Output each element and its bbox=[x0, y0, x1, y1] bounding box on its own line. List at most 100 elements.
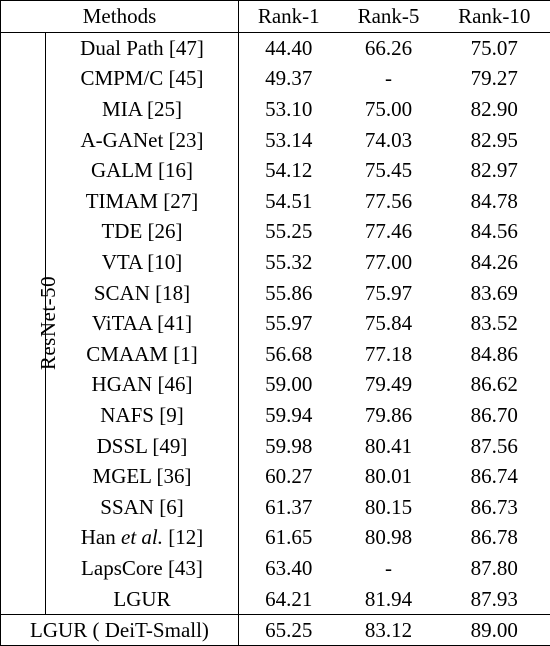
rank5-cell: 75.97 bbox=[339, 277, 439, 308]
rank10-cell: 75.07 bbox=[439, 32, 550, 63]
method-cell: LapsCore [43] bbox=[46, 553, 239, 584]
header-rank1: Rank-1 bbox=[239, 1, 339, 33]
rank10-cell: 82.95 bbox=[439, 124, 550, 155]
rank5-cell: 77.46 bbox=[339, 216, 439, 247]
rank10-cell: 86.70 bbox=[439, 400, 550, 431]
rank10-cell: 87.93 bbox=[439, 583, 550, 614]
rank10-cell: 84.26 bbox=[439, 247, 550, 278]
rank1-cell: 44.40 bbox=[239, 32, 339, 63]
rank1-cell: 63.40 bbox=[239, 553, 339, 584]
method-cell: TIMAM [27] bbox=[46, 186, 239, 217]
deit-method-name: LGUR bbox=[30, 618, 87, 642]
method-cell: NAFS [9] bbox=[46, 400, 239, 431]
rank1-cell: 61.37 bbox=[239, 492, 339, 523]
rank10-cell: 82.90 bbox=[439, 94, 550, 125]
group-label: ResNet-50 bbox=[33, 276, 63, 370]
rank10-cell: 83.52 bbox=[439, 308, 550, 339]
rank10-cell: 87.56 bbox=[439, 430, 550, 461]
rank1-cell: 55.32 bbox=[239, 247, 339, 278]
method-cell: GALM [16] bbox=[46, 155, 239, 186]
rank10-cell: 79.27 bbox=[439, 63, 550, 94]
rank10-cell: 86.62 bbox=[439, 369, 550, 400]
group-cell-resnet50: ResNet-50 bbox=[1, 32, 46, 614]
rank1-cell: 59.94 bbox=[239, 400, 339, 431]
method-cell: A-GANet [23] bbox=[46, 124, 239, 155]
method-cell: SSAN [6] bbox=[46, 492, 239, 523]
method-cell: VTA [10] bbox=[46, 247, 239, 278]
rank1-cell: 49.37 bbox=[239, 63, 339, 94]
rank1-cell: 61.65 bbox=[239, 522, 339, 553]
deit-method-cell: LGUR ( DeiT-Small) bbox=[1, 614, 239, 646]
rank1-cell: 54.51 bbox=[239, 186, 339, 217]
rank5-cell: 80.98 bbox=[339, 522, 439, 553]
rank5-cell: 80.01 bbox=[339, 461, 439, 492]
method-cell: DSSL [49] bbox=[46, 430, 239, 461]
rank1-cell: 60.27 bbox=[239, 461, 339, 492]
method-cell: SCAN [18] bbox=[46, 277, 239, 308]
rank10-cell: 82.97 bbox=[439, 155, 550, 186]
rank1-cell: 54.12 bbox=[239, 155, 339, 186]
rank10-cell: 83.69 bbox=[439, 277, 550, 308]
header-row: Methods Rank-1 Rank-5 Rank-10 bbox=[1, 1, 550, 33]
rank5-cell: 75.00 bbox=[339, 94, 439, 125]
method-name-italic: et al. bbox=[121, 525, 163, 549]
table-row: CMPM/C [45]49.37-79.27 bbox=[1, 63, 550, 94]
rank5-cell: 79.86 bbox=[339, 400, 439, 431]
deit-backbone-label: ( DeiT-Small) bbox=[87, 618, 209, 642]
rank10-cell: 86.78 bbox=[439, 522, 550, 553]
method-cell: Dual Path [47] bbox=[46, 32, 239, 63]
method-cell: Han et al. [12] bbox=[46, 522, 239, 553]
table-row: LapsCore [43]63.40-87.80 bbox=[1, 553, 550, 584]
rank5-cell: 80.15 bbox=[339, 492, 439, 523]
rank1-cell: 56.68 bbox=[239, 339, 339, 370]
rank10-cell: 84.56 bbox=[439, 216, 550, 247]
rank10-cell: 84.78 bbox=[439, 186, 550, 217]
rank1-cell: 59.98 bbox=[239, 430, 339, 461]
rank1-cell: 59.00 bbox=[239, 369, 339, 400]
method-name-part: Han bbox=[81, 525, 121, 549]
rank1-cell: 65.25 bbox=[239, 614, 339, 646]
rank5-cell: 81.94 bbox=[339, 583, 439, 614]
header-methods: Methods bbox=[1, 1, 239, 33]
method-cell: MIA [25] bbox=[46, 94, 239, 125]
rank5-cell: 80.41 bbox=[339, 430, 439, 461]
header-rank5: Rank-5 bbox=[339, 1, 439, 33]
rank5-cell: 77.56 bbox=[339, 186, 439, 217]
rank10-cell: 87.80 bbox=[439, 553, 550, 584]
method-cell: CMPM/C [45] bbox=[46, 63, 239, 94]
rank5-cell: - bbox=[339, 553, 439, 584]
method-cell: CMAAM [1] bbox=[46, 339, 239, 370]
rank5-cell: 77.00 bbox=[339, 247, 439, 278]
rank1-cell: 53.14 bbox=[239, 124, 339, 155]
rank10-cell: 84.86 bbox=[439, 339, 550, 370]
rank5-cell: 83.12 bbox=[339, 614, 439, 646]
rank1-cell: 64.21 bbox=[239, 583, 339, 614]
rank1-cell: 55.86 bbox=[239, 277, 339, 308]
header-rank10: Rank-10 bbox=[439, 1, 550, 33]
rank5-cell: 66.26 bbox=[339, 32, 439, 63]
method-name-part: [12] bbox=[163, 525, 203, 549]
rank5-cell: 79.49 bbox=[339, 369, 439, 400]
method-cell: ViTAA [41] bbox=[46, 308, 239, 339]
rank10-cell: 86.74 bbox=[439, 461, 550, 492]
rank5-cell: 77.18 bbox=[339, 339, 439, 370]
rank5-cell: - bbox=[339, 63, 439, 94]
rank5-cell: 74.03 bbox=[339, 124, 439, 155]
